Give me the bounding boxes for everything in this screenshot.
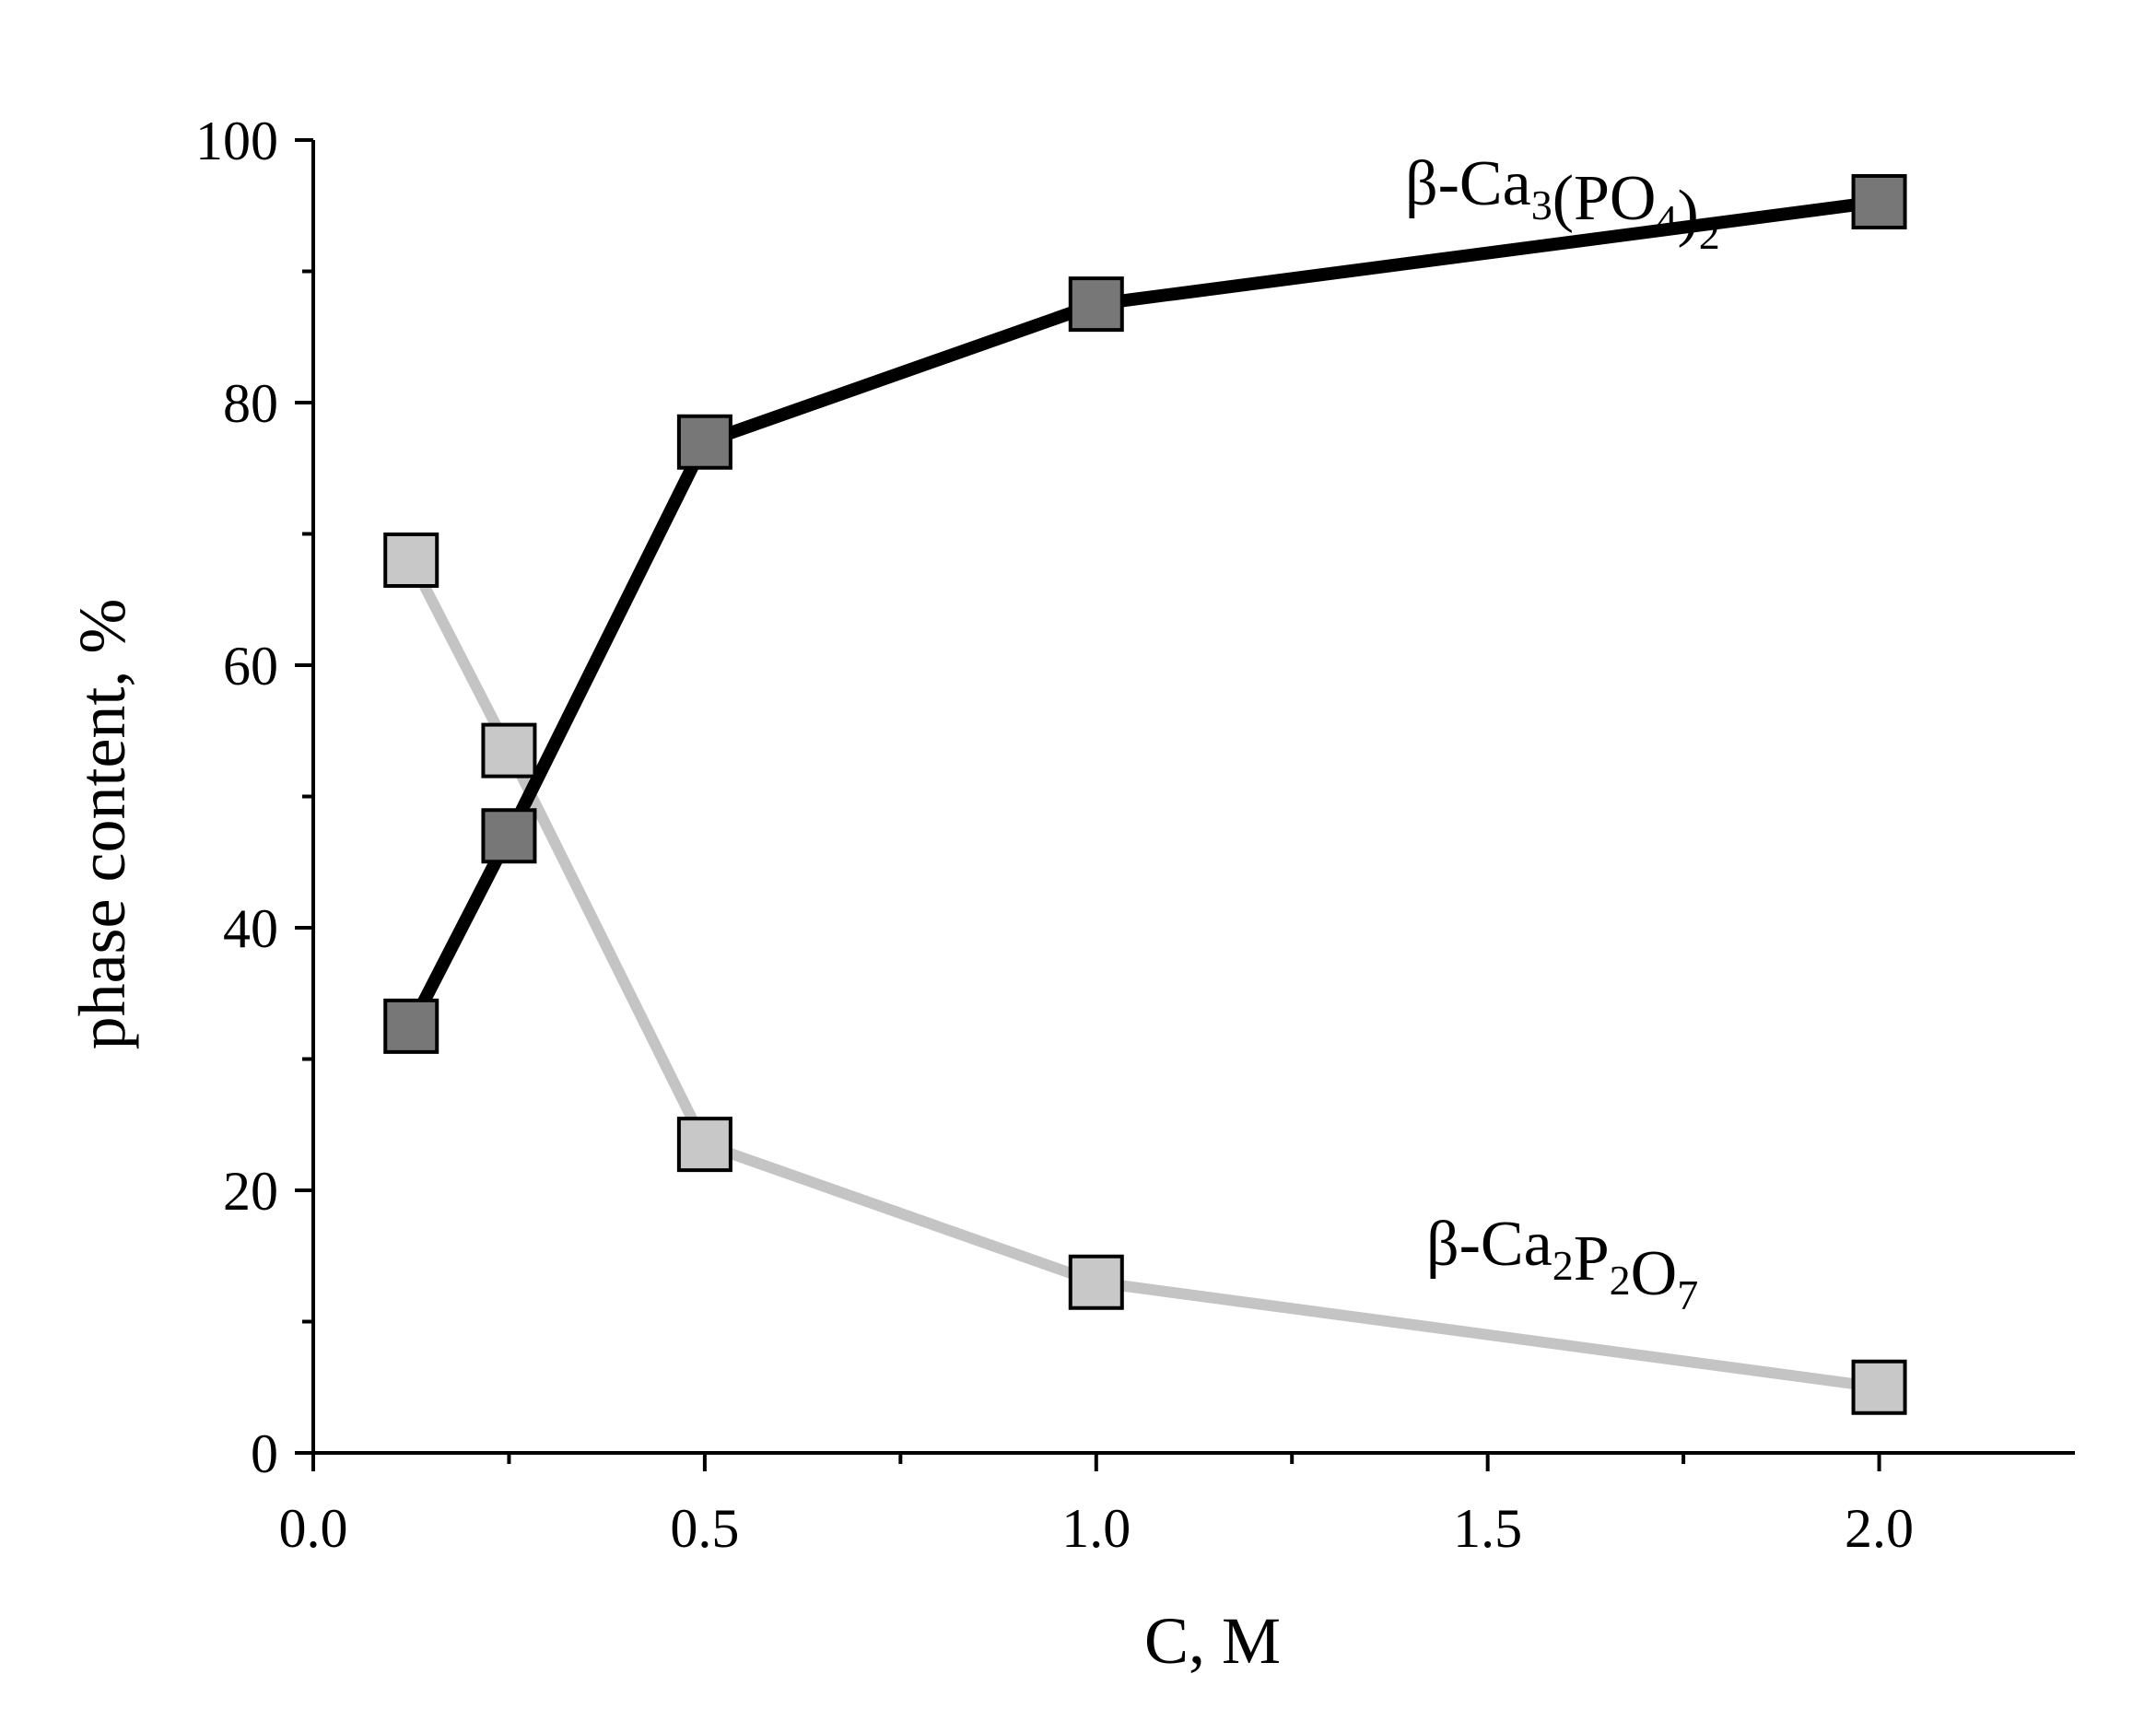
series-names: β-Ca3(PO4)2 β-Ca2P2O7 bbox=[1405, 148, 1720, 1318]
series-lines bbox=[404, 195, 1881, 1393]
x-tick-label: 1.5 bbox=[1453, 1498, 1522, 1559]
series-0-point bbox=[1851, 173, 1907, 229]
y-tick-label: 80 bbox=[223, 373, 278, 434]
series-1-point bbox=[1851, 1359, 1907, 1415]
series-line-0 bbox=[404, 195, 1881, 1030]
series-0-point bbox=[676, 414, 732, 470]
series-markers bbox=[383, 173, 1907, 1415]
series-0-point bbox=[1068, 276, 1124, 333]
y-tick-label: 20 bbox=[223, 1161, 278, 1222]
ticks: 0.0 0.5 1.0 1.5 2.0 0 20 40 60 80 100 bbox=[195, 111, 1914, 1559]
y-tick-label: 0 bbox=[251, 1423, 278, 1484]
x-tick-label: 0.5 bbox=[670, 1498, 739, 1559]
axes bbox=[311, 140, 2075, 1455]
series-name-1: β-Ca2P2O7 bbox=[1426, 1209, 1698, 1318]
y-tick-label: 60 bbox=[223, 636, 278, 697]
series-0-point bbox=[481, 808, 537, 864]
y-tick-label: 100 bbox=[195, 111, 278, 171]
y-axis-title: phase content, % bbox=[65, 599, 139, 1050]
series-1-point bbox=[383, 533, 439, 588]
x-tick-label: 2.0 bbox=[1845, 1498, 1914, 1559]
series-1-point bbox=[676, 1117, 732, 1173]
series-1-point bbox=[481, 722, 537, 779]
x-tick-label: 1.0 bbox=[1061, 1498, 1131, 1559]
x-axis-title: C, M bbox=[1144, 1604, 1281, 1678]
series-1-point bbox=[1068, 1254, 1124, 1310]
x-tick-label: 0.0 bbox=[279, 1498, 348, 1559]
y-tick-label: 40 bbox=[223, 898, 278, 959]
series-name-0: β-Ca3(PO4)2 bbox=[1405, 148, 1720, 258]
series-0-point bbox=[383, 998, 439, 1054]
